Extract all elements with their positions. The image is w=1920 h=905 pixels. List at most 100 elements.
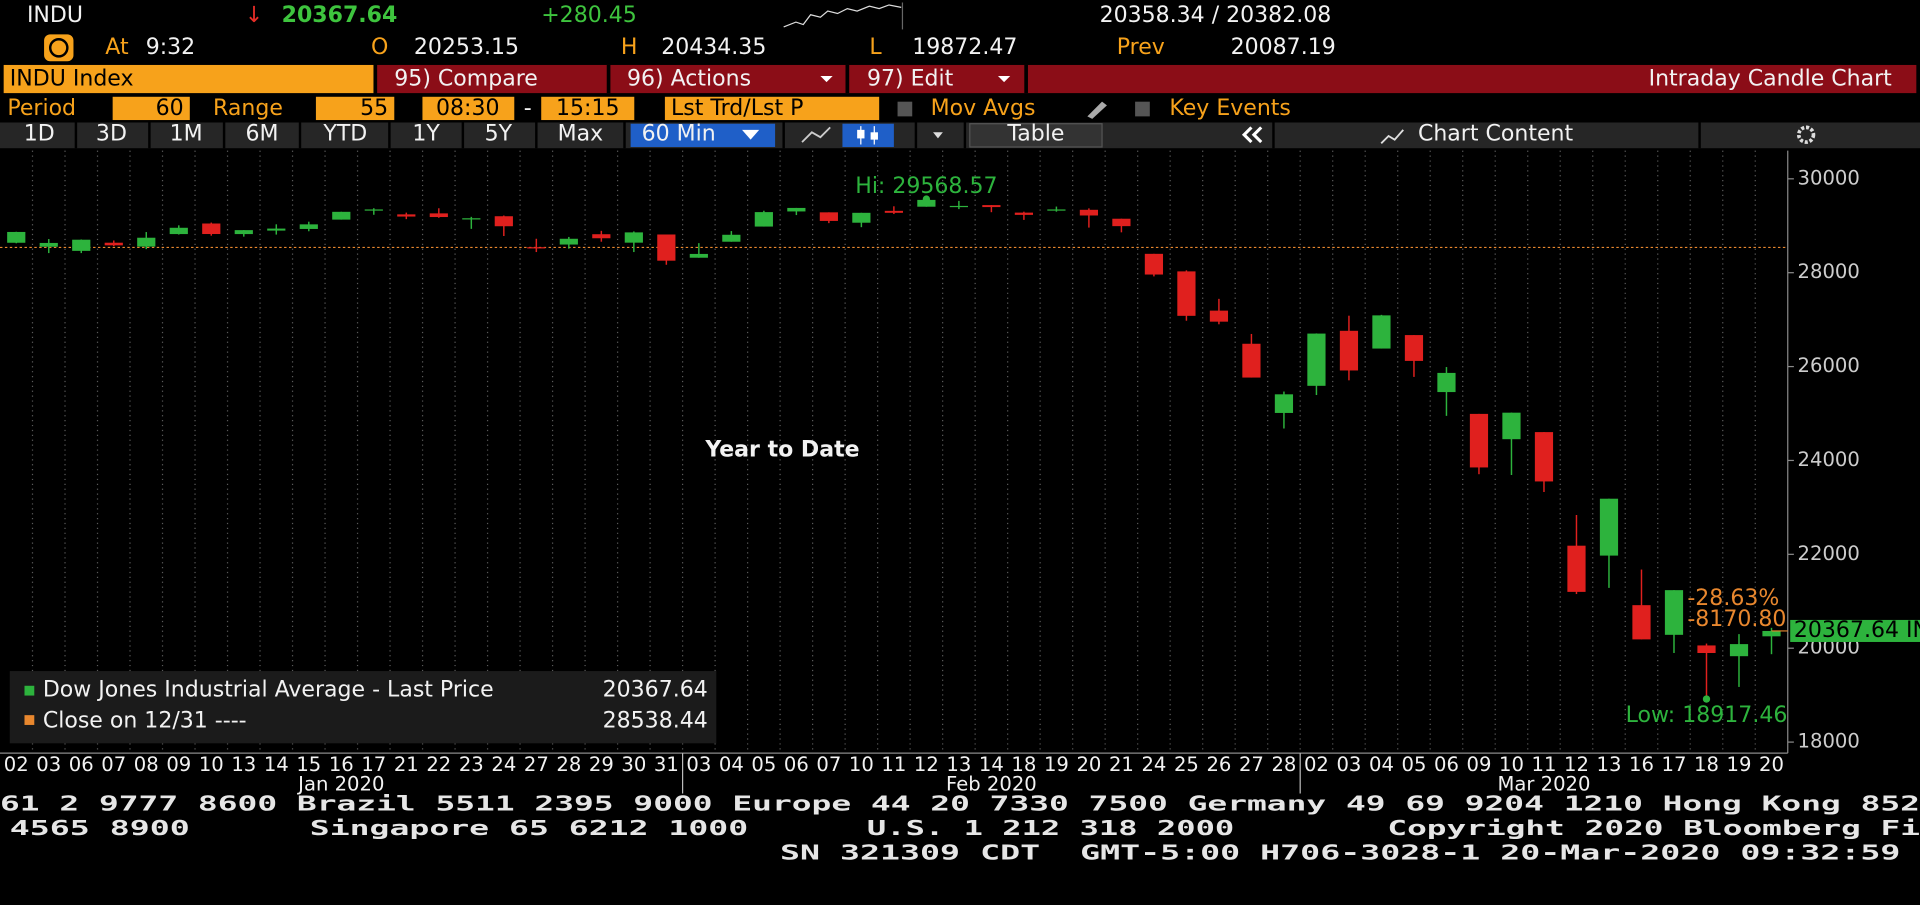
range-button[interactable]: 6M xyxy=(246,122,279,147)
period[interactable]: 60 xyxy=(156,96,184,121)
legend-label: Close on 12/31 ---- xyxy=(43,708,247,733)
candle-body xyxy=(1209,310,1229,322)
footer-line: Copyright 2020 Bloomberg Fi xyxy=(1387,816,1920,840)
candle-icon xyxy=(857,129,865,139)
sparkline xyxy=(783,4,902,28)
x-tick-label: 13 xyxy=(1597,753,1622,776)
candle-body xyxy=(657,234,676,261)
table-box xyxy=(969,123,1103,148)
range-button[interactable]: 3D xyxy=(96,122,127,147)
x-tick-label: 10 xyxy=(849,753,874,776)
candle-body xyxy=(1762,630,1781,637)
candle-body xyxy=(1404,335,1424,361)
x-tick-label: 18 xyxy=(1011,753,1036,776)
gear-icon[interactable] xyxy=(1796,125,1816,144)
x-tick-label: 16 xyxy=(1629,753,1654,776)
open: 20253.15 xyxy=(414,35,519,60)
price-field[interactable]: Lst Trd/Lst P xyxy=(671,96,803,121)
x-tick-label: 13 xyxy=(946,753,971,776)
menu[interactable]: 95) Compare xyxy=(394,67,538,92)
footer-line: 4565 8900 xyxy=(10,816,190,840)
field-box xyxy=(315,96,395,121)
candle-body xyxy=(364,209,383,211)
x-tick-label: 13 xyxy=(231,753,256,776)
time: 9:32 xyxy=(146,35,195,60)
chart-content[interactable]: Chart Content xyxy=(1418,122,1574,147)
candle-body xyxy=(722,234,741,242)
start-time[interactable]: 08:30 xyxy=(436,96,500,121)
x-tick-label: 19 xyxy=(1044,753,1069,776)
x-tick-label: 31 xyxy=(654,753,679,776)
annotation-label: Low: 18917.46 xyxy=(1626,703,1788,728)
candle-body xyxy=(1437,372,1456,393)
menu[interactable]: 96) Actions xyxy=(627,67,751,92)
clock-icon xyxy=(44,34,74,62)
menu[interactable]: 97) Edit xyxy=(867,67,954,92)
y-tick-label: 26000 xyxy=(1798,354,1860,377)
gear-hub xyxy=(1803,132,1809,138)
month-label: Feb 2020 xyxy=(946,772,1037,795)
direction: ↓ xyxy=(245,3,263,28)
footer-line: 61 2 9777 8600 Brazil 5511 2395 9000 Eur… xyxy=(0,792,1920,816)
range-button[interactable]: 1Y xyxy=(412,122,440,147)
candle-body xyxy=(72,239,91,251)
line-icon[interactable] xyxy=(801,126,831,143)
x-tick-label: 17 xyxy=(1662,753,1687,776)
change: +280.45 xyxy=(541,3,637,28)
range[interactable]: 55 xyxy=(360,96,388,121)
range-button[interactable]: 1D xyxy=(24,122,55,147)
candle-body xyxy=(1632,605,1651,640)
candle-body xyxy=(884,210,903,213)
candle-body xyxy=(1372,315,1391,349)
y-tick-label: 30000 xyxy=(1798,166,1860,189)
x-tick-label: 23 xyxy=(459,753,484,776)
legend-items: Dow Jones Industrial Average - Last Pric… xyxy=(24,678,708,733)
month-label: Mar 2020 xyxy=(1497,772,1590,795)
range-button[interactable]: 5Y xyxy=(485,122,513,147)
security[interactable]: INDU Index xyxy=(10,67,134,92)
change-label: -8170.80 xyxy=(1687,607,1786,632)
checkbox[interactable] xyxy=(1135,101,1150,117)
x-tick-label: 07 xyxy=(101,753,126,776)
field-box xyxy=(422,96,515,121)
x-tick-label: 03 xyxy=(686,753,711,776)
menu-caret xyxy=(820,75,833,83)
range-button[interactable]: Max xyxy=(558,122,604,147)
high-label: H xyxy=(621,35,638,60)
candle-body xyxy=(429,213,448,218)
candle-body xyxy=(169,227,188,235)
x-tick-label: 25 xyxy=(1174,753,1199,776)
candle-body xyxy=(494,216,513,227)
x-tick-label: 26 xyxy=(1206,753,1231,776)
candle-body xyxy=(104,242,123,246)
legend xyxy=(9,671,717,744)
x-tick-label: 05 xyxy=(751,753,776,776)
candle-body xyxy=(1307,333,1326,386)
range-button[interactable]: 1M xyxy=(170,122,203,147)
x-tick-label: 03 xyxy=(1336,753,1361,776)
x-tick-label: 12 xyxy=(1564,753,1589,776)
x-tick-label: 02 xyxy=(4,753,29,776)
end-time[interactable]: 15:15 xyxy=(556,96,620,121)
candle-body xyxy=(39,242,58,247)
candle-body xyxy=(267,228,286,231)
x-tick-label: 11 xyxy=(1532,753,1557,776)
toggle[interactable]: Mov Avgs xyxy=(931,96,1036,121)
range-button[interactable]: YTD xyxy=(322,122,367,147)
candle-body xyxy=(982,205,1001,208)
candle-body xyxy=(202,223,221,235)
interval[interactable]: 60 Min xyxy=(642,122,716,147)
x-tick-label: 06 xyxy=(69,753,94,776)
candle-body xyxy=(754,212,773,227)
toggle[interactable]: Key Events xyxy=(1169,96,1291,121)
checkbox[interactable] xyxy=(897,101,913,117)
collapse-icon[interactable] xyxy=(1241,126,1263,144)
x-tick-label: 20 xyxy=(1759,753,1784,776)
x-tick-label: 14 xyxy=(264,753,289,776)
table-button[interactable]: Table xyxy=(1006,122,1064,147)
candle-body xyxy=(1534,432,1554,482)
x-tick-label: 09 xyxy=(166,753,191,776)
candle-body xyxy=(332,211,351,220)
y-tick-label: 18000 xyxy=(1798,730,1860,753)
x-tick-label: 18 xyxy=(1694,753,1719,776)
